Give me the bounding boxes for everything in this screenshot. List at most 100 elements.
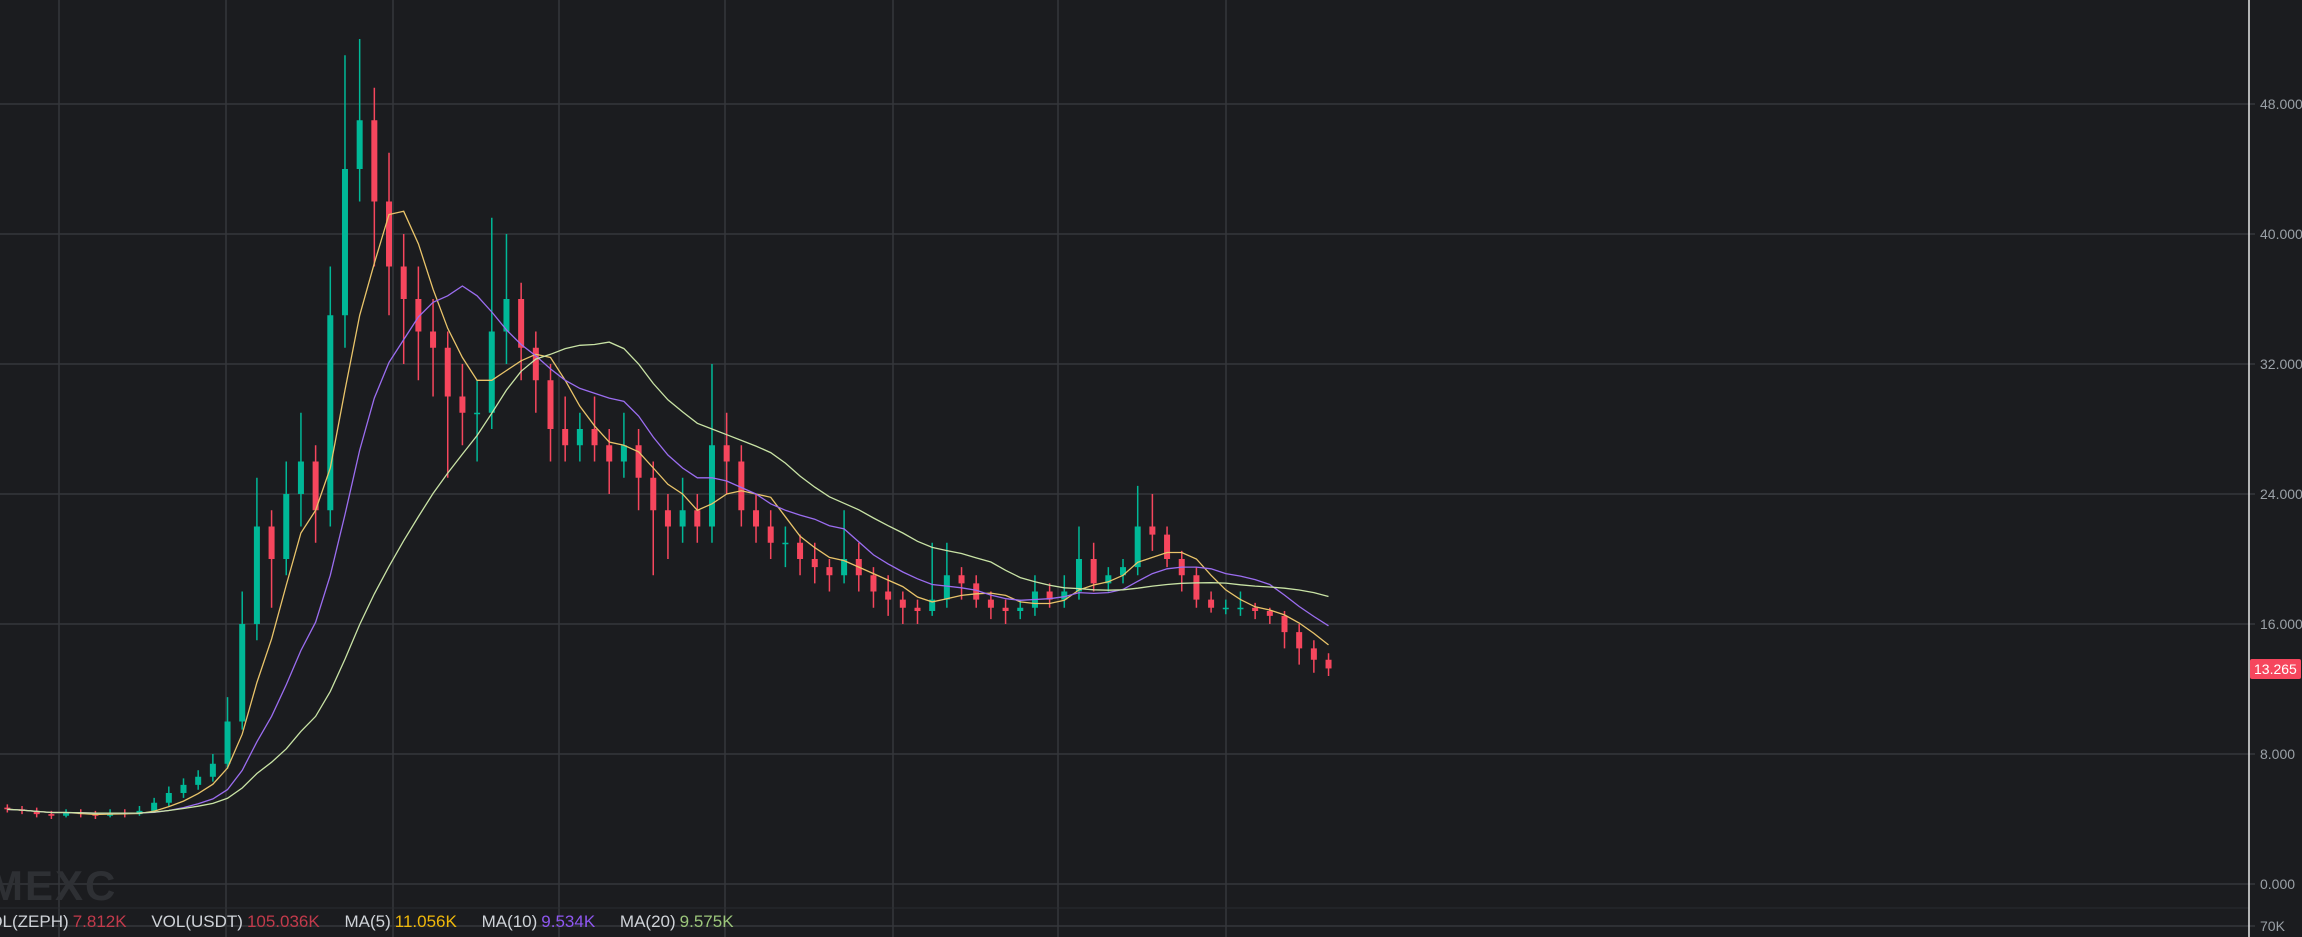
candle-body — [1237, 607, 1244, 610]
ma5-value: 11.056K — [394, 912, 457, 931]
candle-body — [1164, 534, 1171, 559]
candle-body — [782, 542, 789, 545]
candle-body — [576, 429, 583, 446]
y-tick-label: 32.000 — [2260, 356, 2302, 372]
candle-body — [826, 567, 833, 576]
candle-body — [723, 445, 730, 462]
candle-body — [1310, 648, 1317, 660]
candle-body — [253, 526, 260, 624]
candle-body — [224, 721, 231, 764]
candle-body — [679, 510, 686, 527]
ma10-value: 9.534K — [541, 912, 596, 931]
candle-body — [1193, 575, 1200, 600]
ma10-label: MA(10) — [481, 912, 538, 931]
candle-body — [312, 461, 319, 511]
ma20-label: MA(20) — [619, 912, 676, 931]
candle-body — [1120, 567, 1127, 576]
candle-body — [694, 510, 701, 527]
candle-body — [1266, 611, 1273, 616]
mexc-watermark: MEXC — [0, 862, 118, 909]
candle-body — [195, 776, 202, 785]
candle-body — [1281, 615, 1288, 633]
y-tick-label: 24.000 — [2260, 486, 2302, 502]
candle-body — [841, 559, 848, 576]
candle-body — [459, 396, 466, 413]
candle-body — [1105, 575, 1112, 584]
candle-body — [474, 412, 481, 415]
candle-body — [532, 347, 539, 381]
ma20-value: 9.575K — [679, 912, 734, 931]
candle-body — [562, 429, 569, 446]
candle-body — [987, 599, 994, 608]
candle-body — [708, 445, 715, 527]
candle-body — [268, 526, 275, 559]
candle-body — [151, 802, 158, 811]
y-tick-label: 0.000 — [2260, 876, 2295, 892]
candle-body — [591, 429, 598, 446]
candle-body — [929, 599, 936, 611]
candle-body — [943, 575, 950, 600]
candle-body — [899, 599, 906, 608]
candle-body — [1222, 607, 1229, 610]
candle-body — [797, 542, 804, 559]
candle-body — [958, 575, 965, 584]
ma5-label: MA(5) — [344, 912, 391, 931]
candle-body — [870, 575, 877, 592]
candle-body — [444, 347, 451, 397]
candle-body — [518, 299, 525, 348]
candle-body — [1296, 632, 1303, 649]
candle-body — [1149, 526, 1156, 535]
candle-body — [914, 607, 921, 611]
candle-body — [503, 299, 510, 332]
volume-legend: VOL(ZEPH)7.812K VOL(USDT)105.036K MA(5)1… — [0, 912, 754, 932]
candle-body — [33, 810, 40, 815]
ma10-line — [7, 285, 1329, 814]
candle-body — [973, 583, 980, 600]
candle-body — [1090, 559, 1097, 584]
y-tick-label: 40.000 — [2260, 226, 2302, 242]
candle-body — [1075, 559, 1082, 592]
candle-body — [327, 315, 334, 511]
candle-body — [4, 807, 11, 810]
candle-body — [297, 461, 304, 494]
candle-body — [415, 299, 422, 332]
candle-body — [606, 445, 613, 462]
candle-body — [1134, 526, 1141, 568]
candle-body — [620, 445, 627, 462]
candle-body — [430, 331, 437, 348]
candle-body — [180, 784, 187, 793]
y-tick-label: 16.000 — [2260, 616, 2302, 632]
candle-body — [1325, 659, 1332, 669]
vol-base-value: 7.812K — [72, 912, 127, 931]
candle-body — [488, 331, 495, 413]
candle-body — [1208, 599, 1215, 608]
candle-body — [209, 763, 216, 777]
candle-body — [1046, 591, 1053, 600]
volume-tick-label: 70K — [2260, 918, 2286, 934]
vol-quote-label: VOL(USDT) — [151, 912, 243, 931]
candle-body — [885, 591, 892, 600]
candle-body — [356, 120, 363, 169]
last-price-tag: 13.265 — [2250, 659, 2301, 679]
candle-body — [239, 624, 246, 722]
ma20-line — [7, 341, 1329, 814]
candle-body — [63, 812, 70, 816]
candle-body — [371, 120, 378, 202]
vol-base-label: VOL(ZEPH) — [0, 912, 69, 931]
candle-body — [386, 201, 393, 267]
candle-body — [341, 169, 348, 316]
candle-body — [547, 380, 554, 429]
candle-body — [283, 494, 290, 559]
candle-body — [635, 445, 642, 478]
candle-body — [1252, 607, 1259, 611]
vol-quote-value: 105.036K — [246, 912, 320, 931]
candle-body — [811, 559, 818, 568]
candle-body — [650, 477, 657, 511]
candle-body — [48, 814, 55, 816]
candle-body — [767, 526, 774, 543]
ma5-line — [7, 210, 1329, 816]
candle-body — [738, 461, 745, 511]
candle-body — [400, 266, 407, 299]
candle-body — [1061, 591, 1068, 600]
